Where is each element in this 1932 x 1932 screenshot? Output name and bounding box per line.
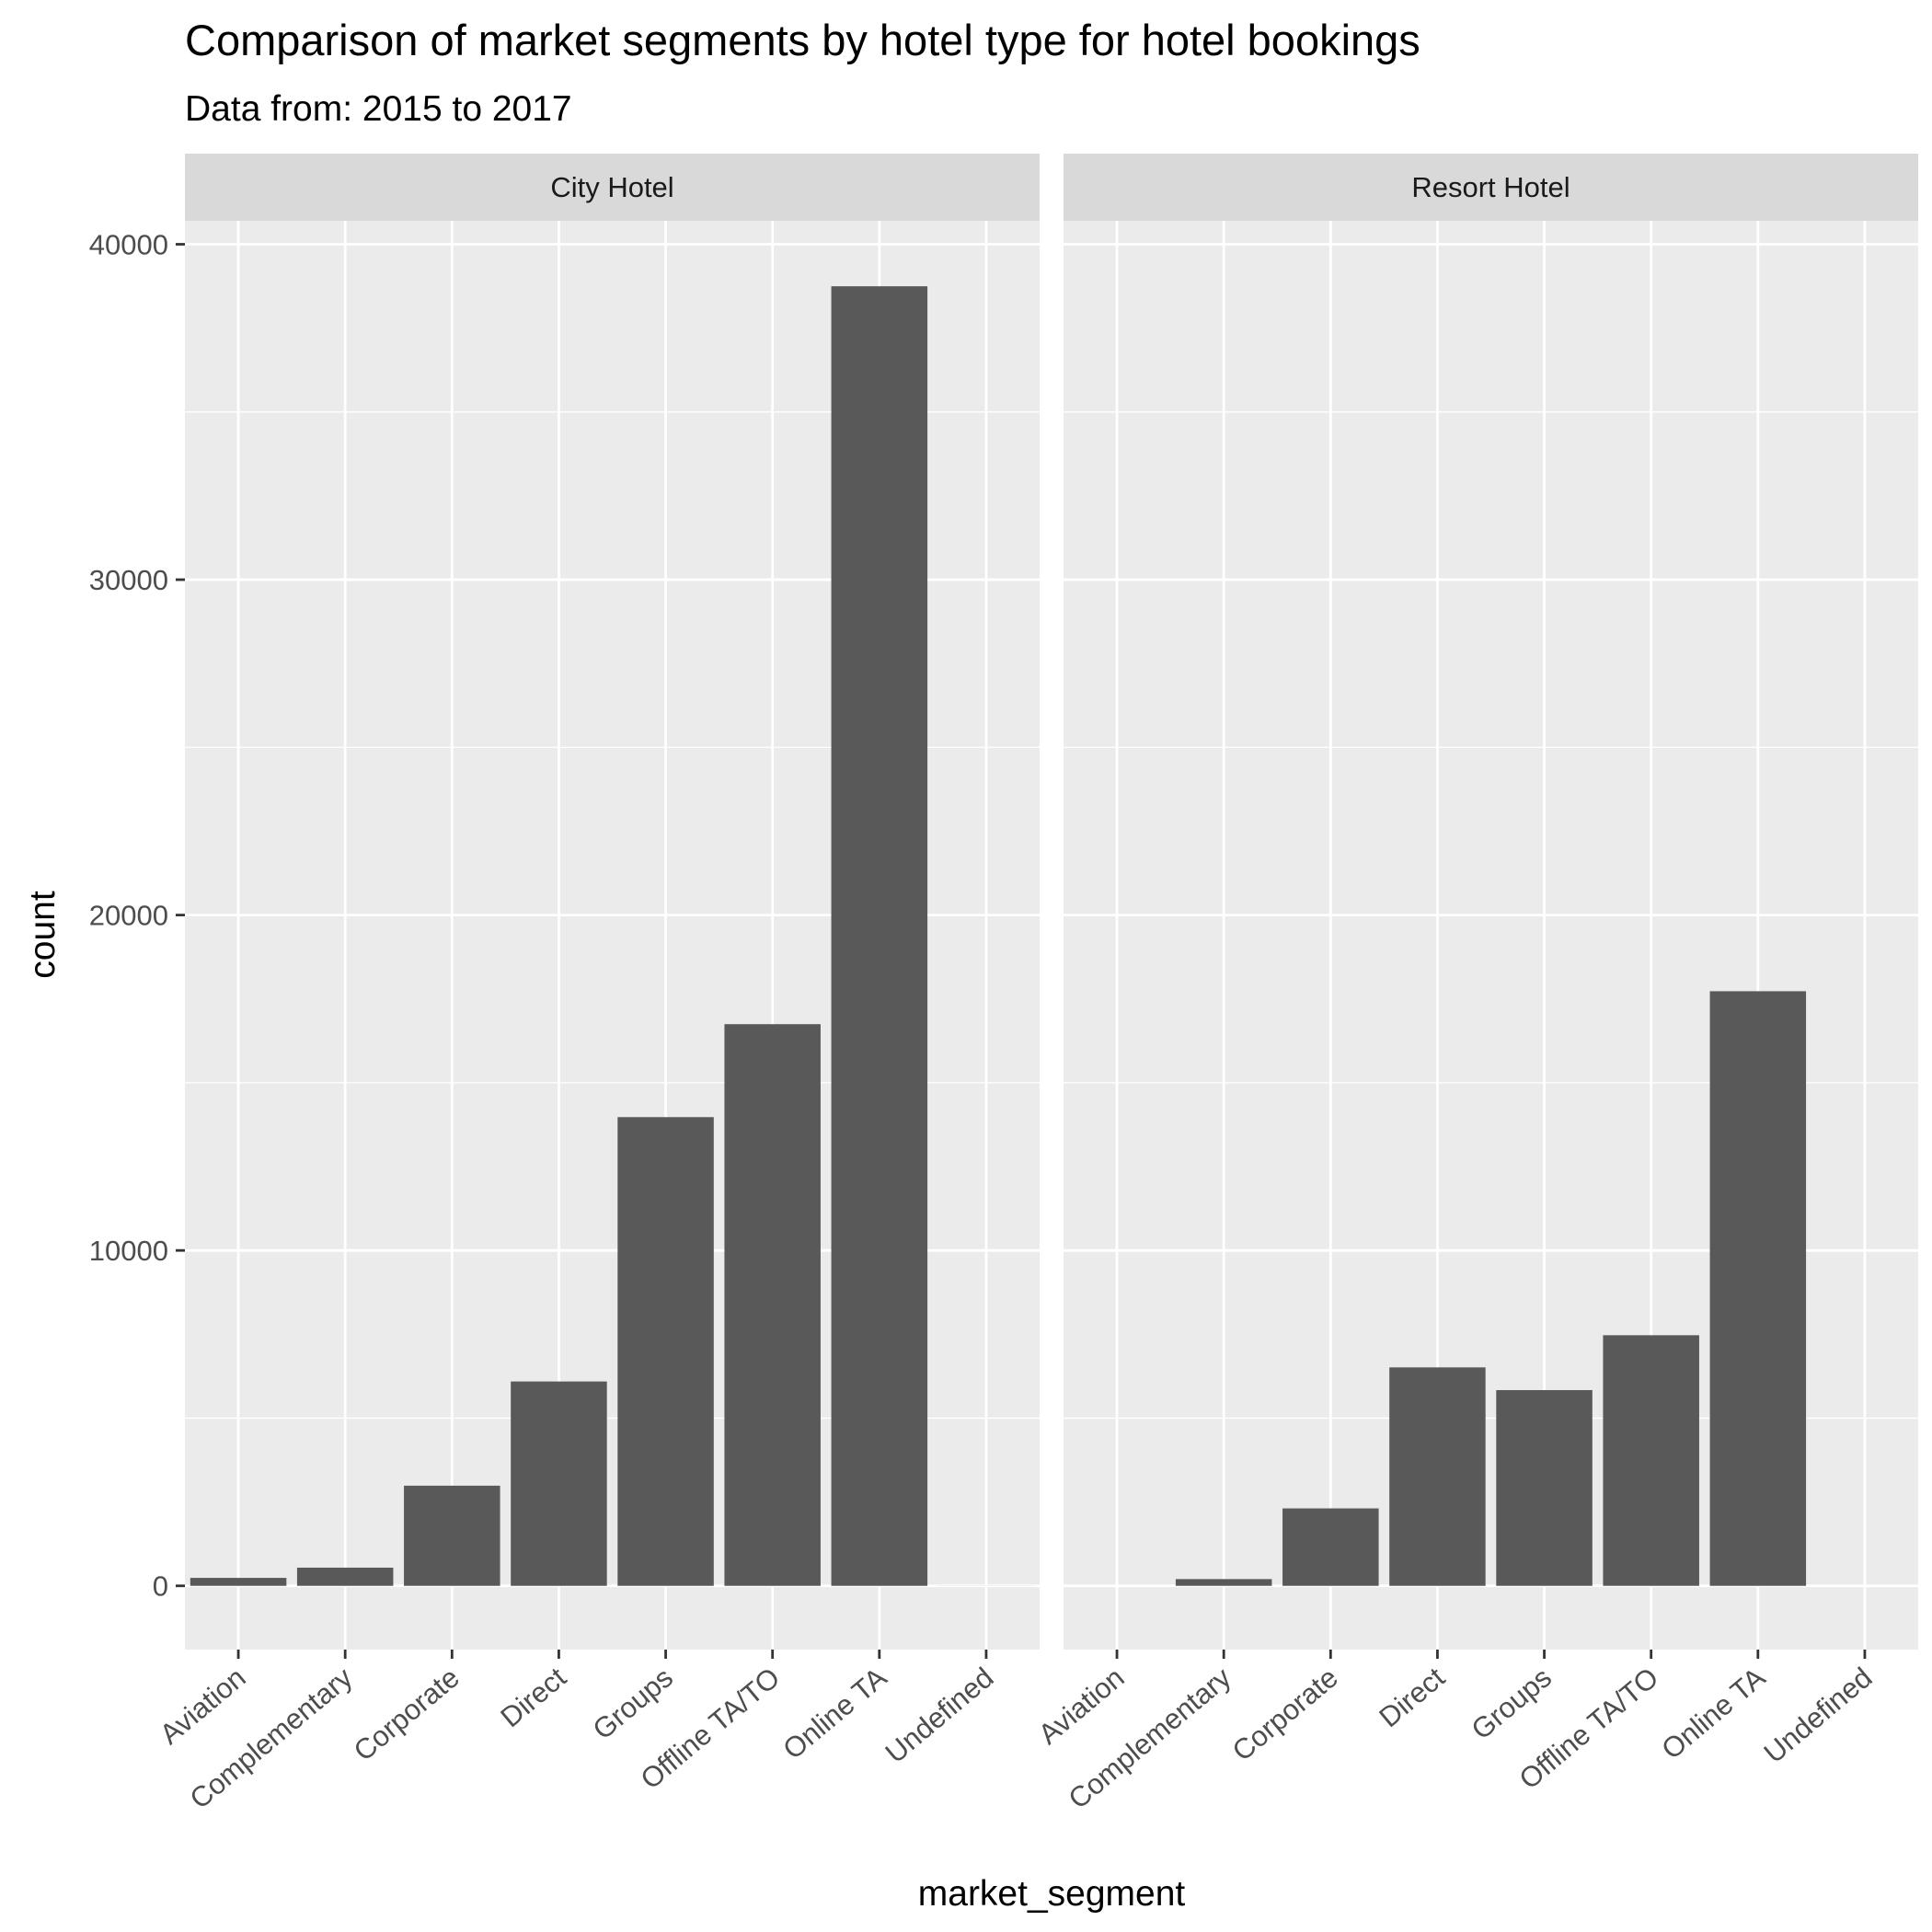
bar-resort-hotel-direct [1389,1367,1486,1586]
y-tick-label: 10000 [89,1235,168,1267]
x-tick-label: Undefined [1758,1662,1879,1770]
bar-city-hotel-aviation [190,1578,287,1586]
bar-resort-hotel-offline-ta-to [1603,1335,1699,1586]
bar-city-hotel-groups [617,1117,714,1586]
y-tick-label: 20000 [89,900,168,932]
bar-city-hotel-corporate [404,1485,500,1586]
x-tick-label: Direct [494,1661,572,1733]
facet-label: Resort Hotel [1411,171,1570,203]
x-tick-label: Online TA [776,1661,892,1765]
y-tick-label: 40000 [89,229,168,261]
facet-strip [185,154,1040,221]
x-tick-label: Online TA [1655,1661,1771,1765]
x-tick-label: Direct [1373,1661,1451,1733]
bar-city-hotel-offline-ta-to [724,1024,821,1586]
x-tick-label: Groups [1466,1662,1558,1746]
y-tick-label: 30000 [89,564,168,596]
bar-city-hotel-complementary [296,1567,394,1586]
x-tick-label: Corporate [1226,1662,1344,1767]
bar-resort-hotel-complementary [1175,1579,1272,1586]
y-tick-label: 0 [153,1570,168,1603]
bar-resort-hotel-corporate [1282,1508,1379,1586]
x-axis-title: market_segment [918,1874,1186,1914]
x-tick-label: Undefined [880,1662,1000,1770]
facet-strip [1064,154,1918,221]
y-axis-title: count [23,891,63,979]
chart-subtitle: Data from: 2015 to 2017 [185,89,572,129]
facet-panels: City HotelAviationComplementaryCorporate… [89,154,1918,1815]
x-tick-label: Aviation [1032,1662,1131,1751]
facet-label: City Hotel [550,171,673,203]
bar-resort-hotel-groups [1496,1389,1593,1586]
chart-title: Comparison of market segments by hotel t… [185,16,1420,64]
bar-city-hotel-direct [511,1381,607,1586]
bar-city-hotel-online-ta [831,286,928,1586]
x-tick-label: Groups [587,1662,679,1746]
x-tick-label: Corporate [348,1662,466,1767]
bar-resort-hotel-online-ta [1709,991,1807,1586]
x-tick-label: Aviation [154,1662,252,1751]
